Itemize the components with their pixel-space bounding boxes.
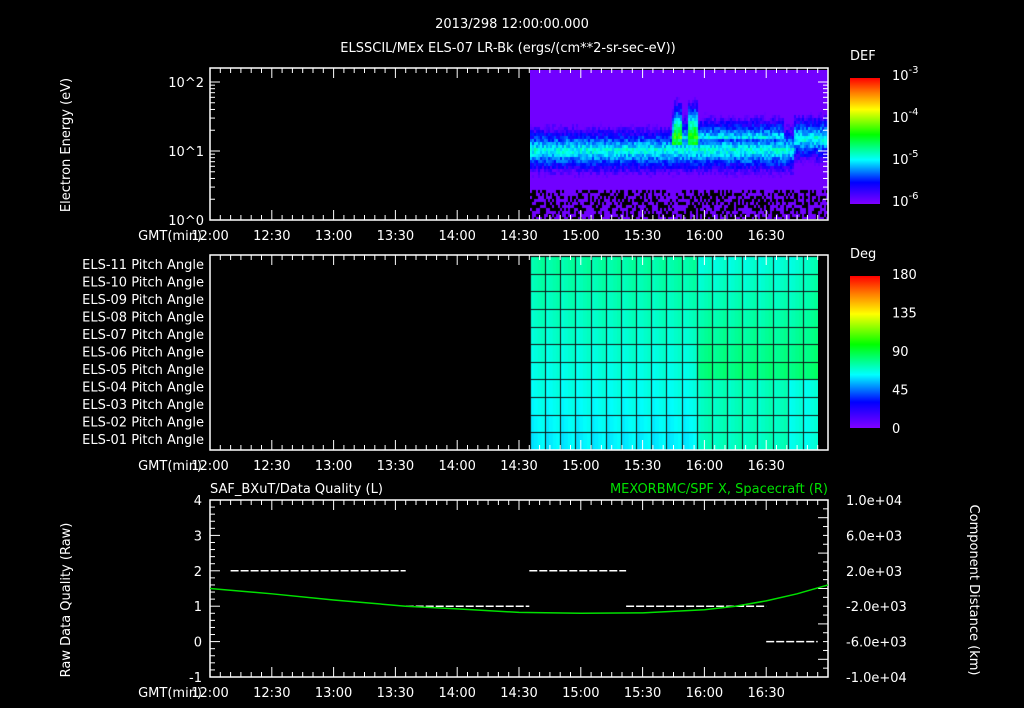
left-y-tick-label: 1 — [194, 600, 202, 615]
colorbar-def-tick: 10-3 — [892, 65, 919, 84]
right-y-tick-label: -6.0e+03 — [846, 636, 907, 651]
colorbar-deg-tick: 135 — [892, 307, 917, 322]
pitch-row-label: ELS-02 Pitch Angle — [82, 416, 204, 431]
right-y-tick-label: 2.0e+03 — [846, 565, 902, 580]
left-y-tick-label: 0 — [194, 636, 202, 651]
right-y-tick-label: -1.0e+04 — [846, 671, 907, 686]
x-tick-label: 13:00 — [315, 229, 352, 244]
right-y-tick-label: 1.0e+04 — [846, 494, 902, 509]
x-tick-label: 15:00 — [562, 459, 599, 474]
energy-ylabel: Electron Energy (eV) — [59, 78, 74, 212]
right-y-tick-label: -2.0e+03 — [846, 600, 907, 615]
left-y-tick-label: 3 — [194, 529, 202, 544]
x-tick-label: 14:30 — [500, 686, 537, 701]
x-tick-label: 16:30 — [747, 459, 784, 474]
x-axis-label: GMT(min) — [138, 459, 202, 474]
spf-x-line — [209, 584, 829, 615]
pitch-row-label: ELS-01 Pitch Angle — [82, 433, 204, 448]
colorbar-def-tick: 10-6 — [892, 191, 919, 210]
x-tick-label: 15:30 — [624, 459, 661, 474]
plot-datetime: 2013/298 12:00:00.000 — [435, 17, 589, 32]
x-tick-label: 14:00 — [438, 229, 475, 244]
x-tick-label: 14:00 — [438, 686, 475, 701]
x-tick-label: 12:00 — [191, 459, 228, 474]
pitch-angle-heatmap — [530, 256, 818, 450]
energy-spectrogram — [530, 70, 828, 219]
pitch-row-label: ELS-10 Pitch Angle — [82, 276, 204, 291]
x-tick-label: 16:30 — [747, 686, 784, 701]
x-tick-label: 15:30 — [624, 686, 661, 701]
plot-subtitle: ELSSCIL/MEx ELS-07 LR-Bk (ergs/(cm**2-sr… — [340, 41, 675, 56]
colorbar-def-tick: 10-4 — [892, 107, 919, 126]
x-tick-label: 13:00 — [315, 459, 352, 474]
x-tick-label: 12:30 — [253, 686, 290, 701]
colorbar-def-label: DEF — [850, 49, 876, 64]
energy-y-tick-label: 10^1 — [168, 145, 204, 160]
pitch-row-label: ELS-04 Pitch Angle — [82, 381, 204, 396]
right-y-tick-label: 6.0e+03 — [846, 529, 902, 544]
x-tick-label: 13:30 — [377, 229, 414, 244]
x-tick-label: 13:30 — [377, 686, 414, 701]
x-axis-label: GMT(min) — [138, 229, 202, 244]
left-y-tick-label: -1 — [189, 671, 202, 686]
x-tick-label: 12:00 — [191, 686, 228, 701]
x-tick-label: 12:30 — [253, 229, 290, 244]
pitch-row-label: ELS-06 Pitch Angle — [82, 346, 204, 361]
colorbar-deg-tick: 0 — [892, 422, 900, 437]
pitch-row-label: ELS-08 Pitch Angle — [82, 311, 204, 326]
pitch-panel-frame — [209, 254, 829, 451]
left-y-tick-label: 2 — [194, 565, 202, 580]
pitch-row-label: ELS-11 Pitch Angle — [82, 258, 204, 273]
colorbar-deg-tick: 45 — [892, 384, 909, 399]
pitch-row-label: ELS-09 Pitch Angle — [82, 293, 204, 308]
x-tick-label: 16:00 — [686, 229, 723, 244]
left-y-tick-label: 4 — [194, 494, 202, 509]
distance-ylabel: Component Distance (km) — [966, 505, 981, 676]
colorbar-deg-tick: 90 — [892, 345, 909, 360]
x-tick-label: 15:30 — [624, 229, 661, 244]
x-tick-label: 16:30 — [747, 229, 784, 244]
quality-panel-frame — [209, 499, 829, 678]
spf-title: MEXORBMC/SPF X, Spacecraft (R) — [610, 482, 828, 497]
x-tick-label: 13:30 — [377, 459, 414, 474]
colorbar-deg-label: Deg — [850, 247, 876, 262]
energy-y-tick-label: 10^2 — [168, 76, 204, 91]
x-tick-label: 15:00 — [562, 229, 599, 244]
energy-panel-frame — [209, 67, 829, 221]
colorbar-deg-tick: 180 — [892, 268, 917, 283]
x-tick-label: 12:00 — [191, 229, 228, 244]
pitch-row-label: ELS-05 Pitch Angle — [82, 363, 204, 378]
pitch-row-label: ELS-07 Pitch Angle — [82, 328, 204, 343]
x-tick-label: 16:00 — [686, 686, 723, 701]
colorbar-def — [850, 78, 880, 204]
pitch-row-label: ELS-03 Pitch Angle — [82, 398, 204, 413]
x-axis-label: GMT(min) — [138, 686, 202, 701]
x-tick-label: 16:00 — [686, 459, 723, 474]
colorbar-deg — [850, 276, 880, 428]
x-tick-label: 14:30 — [500, 229, 537, 244]
x-tick-label: 14:00 — [438, 459, 475, 474]
x-tick-label: 13:00 — [315, 686, 352, 701]
dq-title: SAF_BXuT/Data Quality (L) — [210, 482, 383, 497]
dq-ylabel: Raw Data Quality (Raw) — [59, 523, 74, 678]
x-tick-label: 14:30 — [500, 459, 537, 474]
x-tick-label: 15:00 — [562, 686, 599, 701]
x-tick-label: 12:30 — [253, 459, 290, 474]
colorbar-def-tick: 10-5 — [892, 149, 919, 168]
energy-y-tick-label: 10^0 — [168, 214, 204, 229]
